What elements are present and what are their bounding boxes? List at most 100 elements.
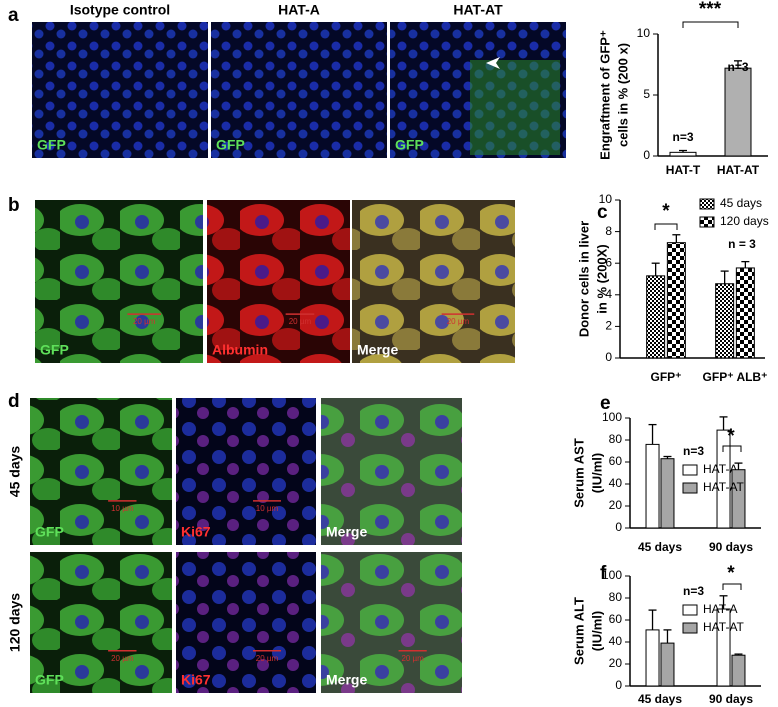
annotation: n=3	[727, 60, 748, 74]
y-tick-label: 60	[609, 454, 623, 468]
y-axis-label: Serum AST	[571, 438, 586, 508]
annotation: *	[727, 563, 735, 584]
bar	[660, 642, 675, 687]
y-tick-label: 0	[643, 148, 650, 162]
y-tick-label: 100	[602, 410, 622, 424]
row-label: 45 days	[7, 446, 23, 498]
legend-swatch	[682, 604, 698, 616]
legend-label: 120 days	[720, 214, 769, 228]
legend-label: 45 days	[720, 196, 762, 210]
bar	[646, 275, 666, 359]
micrograph	[352, 200, 515, 363]
y-axis-label: (IU/ml)	[589, 611, 604, 651]
annotation: *	[662, 201, 670, 222]
channel-label: Ki67	[181, 672, 211, 688]
bar	[645, 443, 660, 529]
image-title: HAT-A	[278, 2, 320, 18]
panel-label: f	[600, 563, 607, 584]
bar	[731, 654, 746, 687]
channel-label: GFP	[35, 524, 64, 540]
annotation: n = 3	[728, 237, 756, 251]
y-tick-label: 8	[605, 224, 612, 238]
bar	[735, 267, 755, 359]
legend-swatch	[699, 198, 715, 210]
y-tick-label: 0	[615, 678, 622, 692]
y-tick-label: 0	[605, 350, 612, 364]
y-tick-label: 10	[637, 26, 651, 40]
image-title: Isotype control	[70, 2, 170, 18]
y-axis-label: cells in % (200 x)	[615, 43, 630, 147]
annotation: ***	[699, 0, 722, 20]
annotation: n=3	[672, 130, 693, 144]
legend-swatch	[682, 482, 698, 494]
bar	[666, 242, 686, 359]
significance-bracket	[722, 583, 742, 590]
channel-label: GFP	[37, 137, 66, 153]
row-label: 120 days	[7, 593, 23, 652]
panel-label: c	[597, 202, 608, 223]
scale-label: 20 µm	[133, 317, 156, 326]
y-axis-label: Engraftment of GFP⁺	[597, 30, 612, 160]
y-tick-label: 2	[605, 319, 612, 333]
y-tick-label: 6	[605, 255, 612, 269]
micrograph	[321, 552, 462, 693]
bar	[724, 67, 752, 157]
scale-label: 10 µm	[111, 504, 134, 513]
y-tick-label: 80	[609, 590, 623, 604]
y-axis-label: Donor cells in liver	[576, 221, 591, 337]
bar	[645, 629, 660, 687]
legend-label: HAT-A	[703, 602, 737, 616]
channel-label: GFP	[216, 137, 245, 153]
micrograph	[207, 200, 350, 363]
y-tick-label: 10	[599, 192, 613, 206]
channel-label: GFP	[40, 342, 69, 358]
channel-label: GFP	[35, 672, 64, 688]
x-tick-label: 90 days	[709, 692, 753, 706]
micrograph	[176, 552, 316, 693]
image-title: HAT-AT	[453, 2, 503, 18]
annotation: n=3	[683, 444, 704, 458]
channel-label: GFP	[395, 137, 424, 153]
x-tick-label: HAT-T	[666, 163, 701, 177]
y-axis-label: Serum ALT	[571, 597, 586, 665]
micrograph	[321, 398, 462, 545]
x-tick-label: GFP⁺ ALB⁺	[703, 370, 768, 384]
bar	[731, 469, 746, 529]
scale-label: 20 µm	[447, 317, 470, 326]
significance-bracket	[722, 445, 742, 452]
scale-label: 20 µm	[289, 317, 312, 326]
arrowhead	[486, 57, 500, 69]
legend-swatch	[682, 464, 698, 476]
y-axis-label: (IU/ml)	[589, 453, 604, 493]
x-tick-label: HAT-AT	[717, 163, 760, 177]
y-tick-label: 5	[643, 87, 650, 101]
legend-swatch	[699, 216, 715, 228]
scale-label: 10 µm	[256, 504, 279, 513]
annotation: *	[727, 426, 735, 447]
y-tick-label: 80	[609, 432, 623, 446]
significance-bracket	[654, 223, 678, 230]
significance-bracket	[682, 21, 739, 28]
channel-label: Merge	[326, 524, 367, 540]
x-tick-label: 45 days	[638, 692, 682, 706]
channel-label: Merge	[357, 342, 398, 358]
x-tick-label: 90 days	[709, 540, 753, 554]
y-tick-label: 0	[615, 520, 622, 534]
bar	[669, 151, 697, 157]
micrograph	[32, 22, 208, 158]
micrograph	[35, 200, 203, 363]
panel-label: b	[8, 195, 20, 216]
channel-label: Ki67	[181, 524, 211, 540]
micrograph	[30, 398, 172, 545]
scale-label: 20 µm	[256, 654, 279, 663]
y-tick-label: 40	[609, 634, 623, 648]
legend-label: HAT-AT	[703, 620, 745, 634]
panel-label: e	[600, 393, 611, 414]
gfp-signal	[470, 60, 560, 155]
x-tick-label: GFP⁺	[650, 370, 681, 384]
legend-swatch	[682, 622, 698, 634]
y-tick-label: 20	[609, 656, 623, 670]
bar	[715, 283, 735, 359]
bar	[660, 458, 675, 529]
